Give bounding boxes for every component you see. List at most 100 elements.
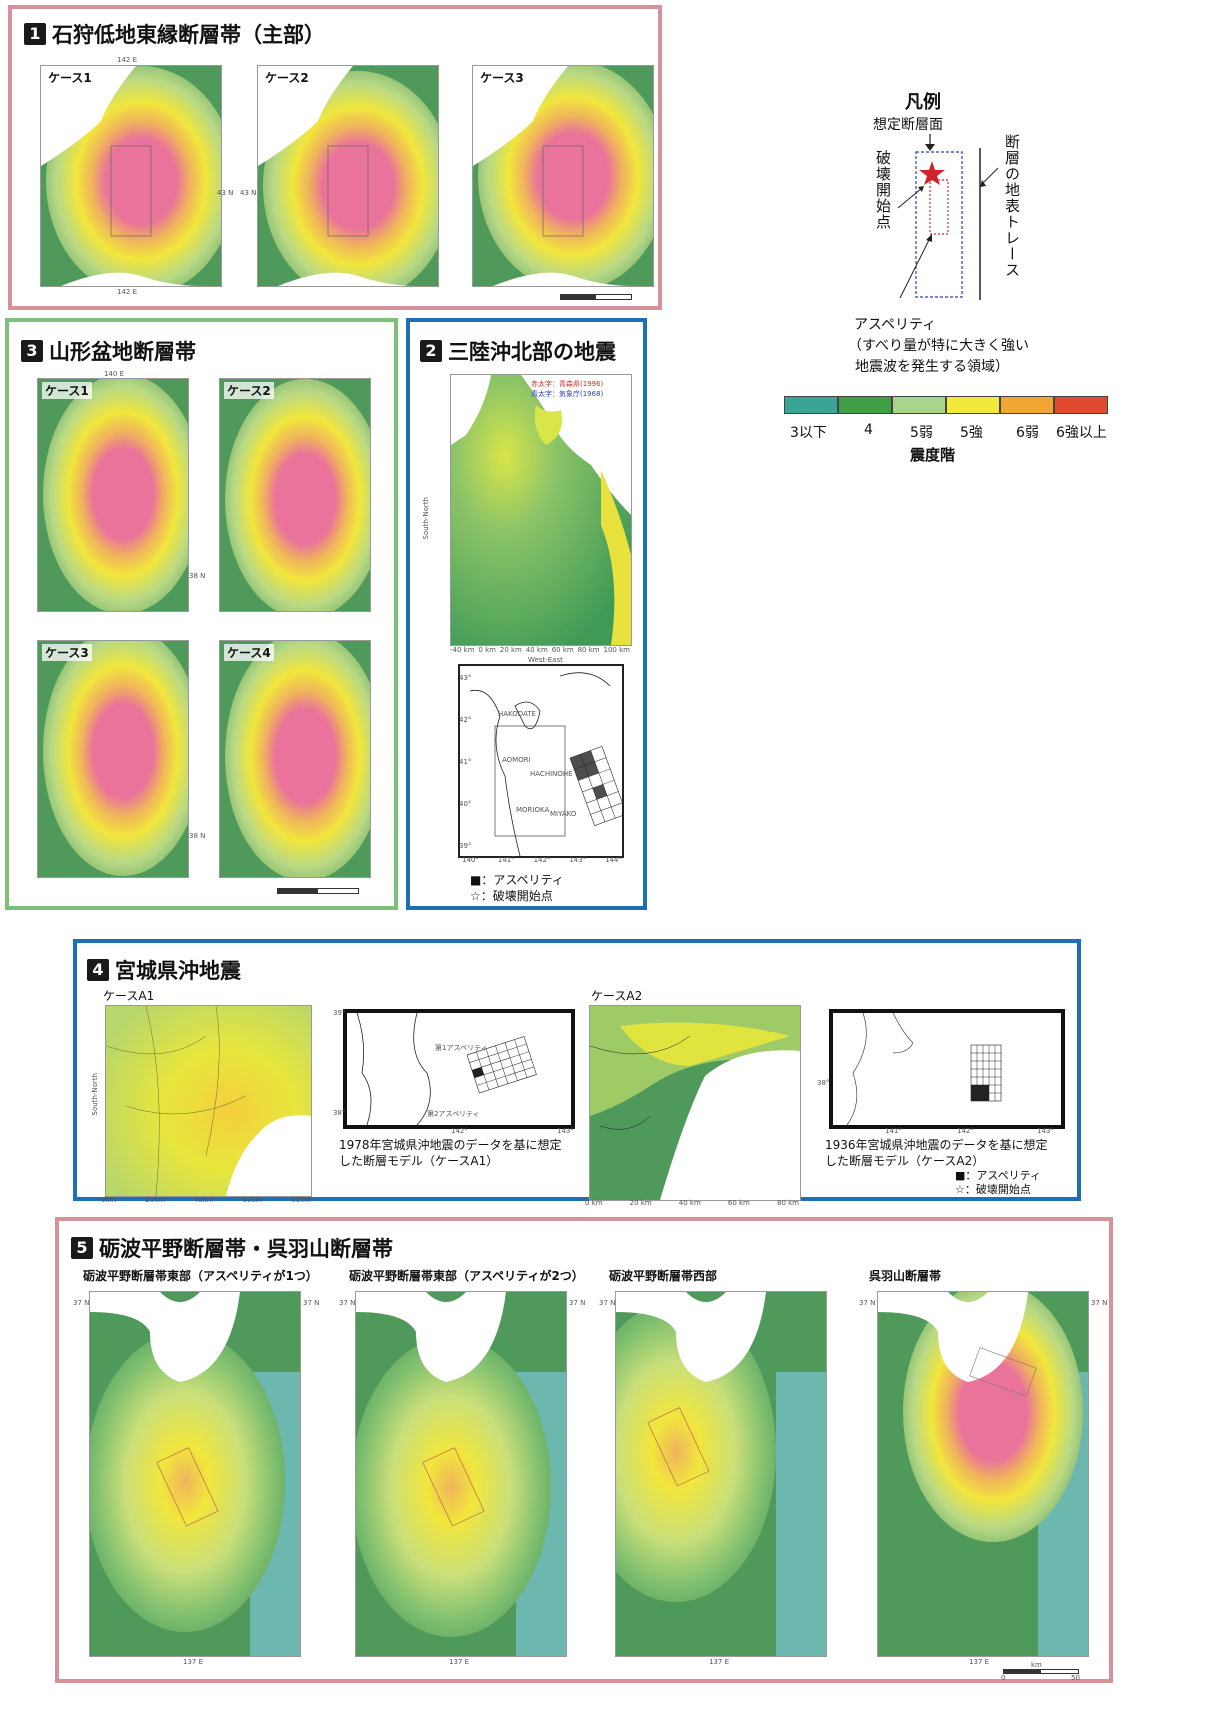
model-lat: 38° <box>333 1109 346 1117</box>
tick-lon: 137 E <box>709 1658 730 1666</box>
intensity-map-tonami-east-2 <box>355 1291 567 1657</box>
x-tick-row: 0 km 20 km 40 km 60 km 80 km <box>585 1199 799 1207</box>
x-tick: 20km <box>145 1196 165 1204</box>
asperity-icon: ■ <box>955 1169 966 1182</box>
panel-miyagi: 4 宮城県沖地震 ケースA1 South-North 0km 20km 40km… <box>73 939 1081 1207</box>
panel-number-badge: 2 <box>420 340 442 362</box>
city-label: MIYAKO <box>550 810 577 818</box>
case-label: ケースA2 <box>591 989 643 1003</box>
legend-surface-trace: 断層の地表トレース <box>1003 134 1021 278</box>
grid-lon: 142° <box>533 856 551 864</box>
x-tick: 20 km <box>629 1199 652 1207</box>
scale-swatch <box>946 396 1000 414</box>
x-tick: 80 km <box>577 646 600 654</box>
panel-ishikari: 1 石狩低地東縁断層帯（主部） ケース1 ケース2 ケース3 <box>8 5 662 310</box>
grid-lon: 141° <box>497 856 515 864</box>
scale-bar <box>560 294 632 300</box>
legend: 凡例 想定断層面 破壊開始点 断層の地表トレース アスペリティ （すべり量が特に… <box>770 88 1120 478</box>
case-label: ケース3 <box>477 69 527 86</box>
panel-number-badge: 5 <box>71 1237 93 1259</box>
tick-lat: 37 N <box>1091 1299 1108 1307</box>
asperity-icon: ■ <box>470 873 482 887</box>
tick-lat: 37 N <box>339 1299 356 1307</box>
intensity-map-caseA1 <box>105 1005 312 1197</box>
panel-title: 5 砺波平野断層帯・呉羽山断層帯 <box>71 1233 393 1263</box>
axis-x-label: West-East <box>528 656 563 664</box>
intensity-map-case2: ケース2 <box>257 65 439 287</box>
panel-number-badge: 1 <box>24 23 46 45</box>
legend-asperity-desc: 地震波を発生する領域） <box>855 359 1009 375</box>
case-label: ケース4 <box>224 644 274 661</box>
legend-start-row: ☆：破壊開始点 <box>470 888 553 904</box>
grid-lon: 143° <box>569 856 587 864</box>
map-caption: 砺波平野断層帯東部（アスペリティが2つ） <box>349 1269 584 1283</box>
model-lon: 142° <box>957 1127 974 1135</box>
panel-title-text: 山形盆地断層帯 <box>49 340 196 364</box>
intensity-map-case1: ケース1 <box>40 65 222 287</box>
scale-swatch <box>838 396 892 414</box>
scale-label: 6強以上 <box>1056 425 1107 441</box>
x-tick: 60 km <box>551 646 574 654</box>
intensity-map-case3: ケース3 <box>472 65 654 287</box>
map-caption: 砺波平野断層帯東部（アスペリティが1つ） <box>83 1269 318 1283</box>
case-label: ケースA1 <box>103 989 155 1003</box>
panel-title: 2 三陸沖北部の地震 <box>420 336 616 366</box>
scale-label: 3以下 <box>790 425 827 441</box>
x-tick: 60 km <box>727 1199 750 1207</box>
tick-lat: 37 N <box>569 1299 586 1307</box>
scale-label: 5強 <box>960 425 983 441</box>
panel-title-text: 宮城県沖地震 <box>115 959 241 983</box>
panel-sanriku: 2 三陸沖北部の地震 赤太字：青森県(1996) 青太字：気象庁(1968) S… <box>406 318 647 910</box>
map-caption: 砺波平野断層帯西部 <box>609 1269 718 1283</box>
legend-start-row: ☆：破壊開始点 <box>955 1183 1031 1198</box>
case-label: ケース1 <box>42 382 92 399</box>
map-caption: 呉羽山断層帯 <box>869 1269 942 1283</box>
city-label: HACHINOHE <box>530 770 573 778</box>
model-lon: 141° <box>885 1127 902 1135</box>
scale-swatch <box>1054 396 1108 414</box>
tick-lat: 38 N <box>189 832 206 840</box>
x-tick: 60km <box>242 1196 263 1204</box>
intensity-map-kurehayama <box>877 1291 1089 1657</box>
legend-asperity-text: ：アスペリティ <box>481 873 564 887</box>
x-tick: 40 km <box>525 646 548 654</box>
grid-lat: 39° <box>459 842 472 850</box>
x-tick: 20 km <box>499 646 522 654</box>
tick-lat: 37 N <box>73 1299 90 1307</box>
legend-start-text: ：破壊開始点 <box>480 889 553 903</box>
scale-tick: 0 <box>1001 1674 1006 1682</box>
scale-tick: 50 <box>1071 1674 1080 1682</box>
panel-title: 1 石狩低地東縁断層帯（主部） <box>24 19 325 49</box>
panel-title-text: 三陸沖北部の地震 <box>448 340 616 364</box>
grid-lon: 140° <box>462 856 479 864</box>
x-tick: 0km <box>101 1196 117 1204</box>
x-tick: 80km <box>291 1196 311 1204</box>
case-label: ケース2 <box>262 69 312 86</box>
lon-tick-row: 140° 141° 142° 143° 144° <box>462 856 622 864</box>
legend-diagram <box>897 134 999 300</box>
tick-lat: 37 N <box>599 1299 616 1307</box>
legend-asperity: アスペリティ <box>854 317 937 333</box>
fault-model-sanriku: 43° 42° 41° 40° 39° HAKODATE AOMORI HACH… <box>458 664 624 858</box>
grid-lon: 144° <box>605 856 622 864</box>
x-tick-row: 0km 20km 40km 60km 80km <box>101 1196 311 1204</box>
tick-lat: 38 N <box>189 572 206 580</box>
panel-title: 4 宮城県沖地震 <box>87 955 241 985</box>
fault-model-caseA2 <box>829 1009 1065 1129</box>
star-outline-icon: ☆ <box>955 1183 965 1196</box>
tick-top-lon: 140 E <box>104 370 125 378</box>
asperity-label: 第1アスペリティ <box>435 1044 488 1052</box>
grid-lat: 42° <box>459 716 472 724</box>
scale-swatch <box>892 396 946 414</box>
scale-label: 5弱 <box>910 425 933 441</box>
x-tick-row: -40 km 0 km 20 km 40 km 60 km 80 km 100 … <box>450 646 630 654</box>
model-caption: 1978年宮城県沖地震のデータを基に想定した断層モデル（ケースA1） <box>339 1138 562 1169</box>
scale-swatch <box>784 396 838 414</box>
panel-yamagata: 3 山形盆地断層帯 ケース1 ケース2 ケース3 ケース4 140 E 38 N… <box>5 318 398 910</box>
panel-title-text: 砺波平野断層帯・呉羽山断層帯 <box>99 1237 393 1261</box>
model-lat: 38° <box>817 1079 830 1087</box>
grid-lat: 41° <box>459 758 472 766</box>
intensity-map-case4: ケース4 <box>219 640 371 878</box>
axis-y-label: South-North <box>422 497 430 540</box>
scale-unit: km <box>1031 1661 1042 1669</box>
